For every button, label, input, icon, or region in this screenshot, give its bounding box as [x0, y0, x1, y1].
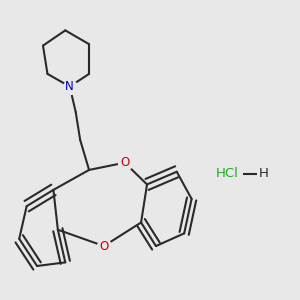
- Text: N: N: [65, 80, 74, 93]
- Text: HCl: HCl: [215, 167, 238, 180]
- Text: O: O: [120, 156, 129, 169]
- Text: H: H: [259, 167, 269, 180]
- Text: O: O: [99, 240, 109, 253]
